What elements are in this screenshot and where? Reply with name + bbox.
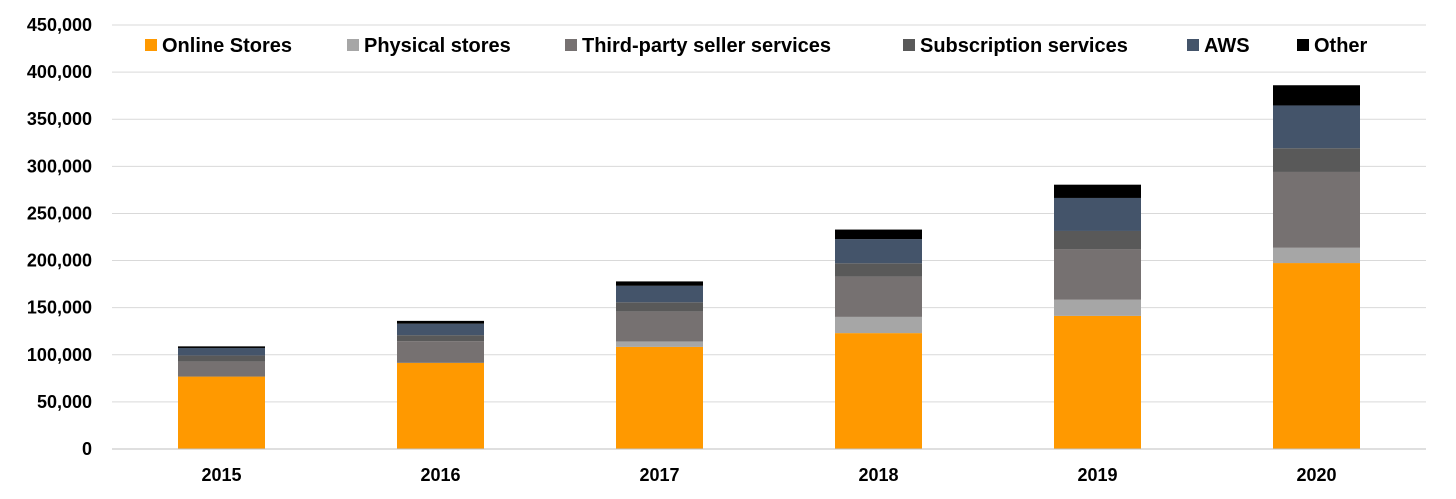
bar-stack-2018 <box>835 229 922 449</box>
legend-label: Physical stores <box>364 35 511 57</box>
y-tick-label: 400,000 <box>27 62 92 82</box>
x-tick-label: 2019 <box>1077 465 1117 485</box>
bar-segment <box>835 263 922 277</box>
bar-segment <box>1273 247 1360 264</box>
bar-segment <box>616 285 703 303</box>
bar-stack-2019 <box>1054 184 1141 449</box>
bar-segment <box>835 333 922 449</box>
y-tick-label: 200,000 <box>27 251 92 271</box>
y-tick-label: 300,000 <box>27 156 92 176</box>
bar-segment <box>1054 230 1141 250</box>
bar-segment <box>1273 85 1360 106</box>
legend-item: Physical stores <box>347 35 511 57</box>
y-tick-label: 50,000 <box>37 392 92 412</box>
x-tick-label: 2015 <box>201 465 241 485</box>
bar-segment <box>397 362 484 449</box>
legend-item: Subscription services <box>903 35 1128 57</box>
bar-stack-2020 <box>1273 85 1360 449</box>
bar-segment <box>835 316 922 334</box>
bar-segment <box>616 281 703 286</box>
x-tick-label: 2016 <box>420 465 460 485</box>
bar-segment <box>835 239 922 264</box>
y-tick-label: 450,000 <box>27 15 92 35</box>
bar-segment <box>1054 197 1141 231</box>
legend-swatch <box>565 39 577 51</box>
x-axis-tick-labels: 2015 2016 2017 2018 2019 2020 <box>201 465 1336 485</box>
bar-segment <box>835 276 922 317</box>
x-tick-label: 2020 <box>1296 465 1336 485</box>
x-tick-label: 2018 <box>858 465 898 485</box>
legend-label: Other <box>1314 35 1368 57</box>
legend-swatch <box>1297 39 1309 51</box>
y-tick-label: 350,000 <box>27 109 92 129</box>
bar-segment <box>1273 105 1360 149</box>
bar-segment <box>1054 315 1141 449</box>
bar-segment <box>178 361 265 377</box>
bar-segment <box>616 346 703 449</box>
bar-segment <box>1054 249 1141 300</box>
bar-segment <box>1273 263 1360 449</box>
bar-segment <box>397 320 484 324</box>
legend-label: Online Stores <box>162 35 292 57</box>
legend: Online Stores Physical stores Third-party … <box>145 35 1368 57</box>
legend-label: AWS <box>1204 35 1250 57</box>
y-tick-label: 250,000 <box>27 203 92 223</box>
y-tick-label: 150,000 <box>27 298 92 318</box>
bar-segment <box>616 341 703 347</box>
bars <box>178 85 1360 449</box>
legend-swatch <box>145 39 157 51</box>
bar-segment <box>178 347 265 356</box>
bar-segment <box>178 355 265 362</box>
legend-item: Other <box>1297 35 1368 57</box>
bar-segment <box>1273 171 1360 248</box>
bar-segment <box>178 376 265 449</box>
legend-swatch <box>347 39 359 51</box>
bar-segment <box>397 341 484 363</box>
bar-segment <box>397 335 484 342</box>
bar-stack-2016 <box>397 320 484 449</box>
legend-label: Third-party seller services <box>582 35 831 57</box>
bar-stack-2017 <box>616 281 703 449</box>
bar-segment <box>616 311 703 342</box>
bar-segment <box>1054 184 1141 198</box>
legend-label: Subscription services <box>920 35 1128 57</box>
legend-swatch <box>1187 39 1199 51</box>
bar-segment <box>178 346 265 348</box>
y-tick-label: 100,000 <box>27 345 92 365</box>
legend-item: Third-party seller services <box>565 35 831 57</box>
bar-segment <box>1273 148 1360 172</box>
bar-segment <box>616 302 703 312</box>
bar-segment <box>397 323 484 336</box>
bar-segment <box>835 229 922 240</box>
x-tick-label: 2017 <box>639 465 679 485</box>
legend-item: AWS <box>1187 35 1250 57</box>
y-tick-label: 0 <box>82 439 92 459</box>
gridlines <box>112 24 1426 403</box>
bar-segment <box>1054 299 1141 316</box>
legend-item: Online Stores <box>145 35 292 57</box>
bar-stack-2015 <box>178 346 265 449</box>
legend-swatch <box>903 39 915 51</box>
y-axis-tick-labels: 0 50,000 100,000 150,000 200,000 250,000 300,0… <box>27 15 92 459</box>
